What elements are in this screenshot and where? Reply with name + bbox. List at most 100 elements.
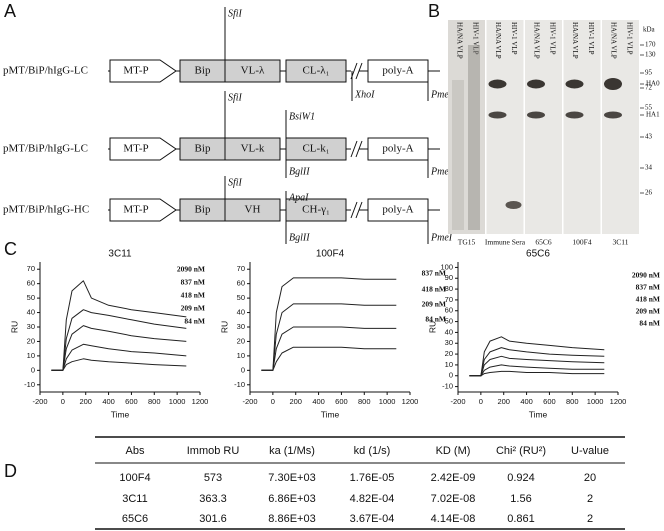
x-tick-label: 200 (79, 397, 92, 406)
chart-title: 100F4 (316, 249, 345, 260)
site-label: ApaI (288, 192, 309, 203)
lane-label: HA/NA VLP (494, 22, 502, 59)
table-cell: 100F4 (119, 472, 150, 484)
legend-label: 84 nM (425, 315, 446, 324)
y-tick-label: 20 (237, 336, 245, 345)
table-cell: 1.76E-05 (350, 472, 395, 484)
sensorgram (51, 280, 187, 371)
band-label: HA1 (646, 111, 660, 119)
y-tick-label: 70 (237, 264, 245, 273)
lane-label: HA/NA VLP (609, 22, 617, 59)
x-tick-label: 1200 (402, 397, 419, 406)
y-tick-label: 60 (237, 279, 245, 288)
gene-label: VL-λ (241, 65, 265, 77)
y-tick-label: 70 (445, 295, 453, 304)
band (488, 79, 507, 89)
table-cell: 6.86E+03 (268, 493, 315, 505)
blot-panel (525, 20, 562, 234)
panel-label: C (4, 239, 17, 259)
y-tick-label: 50 (445, 317, 453, 326)
break-mark (355, 140, 363, 158)
x-tick-label: 600 (335, 397, 348, 406)
blot-label: 65C6 (535, 238, 552, 247)
blot-label: TG15 (458, 238, 476, 247)
x-tick-label: 800 (566, 397, 579, 406)
y-tick-label: 0 (31, 365, 35, 374)
blot-panel (448, 20, 485, 234)
x-tick-label: 1000 (379, 397, 396, 406)
gene-label: CL-λ₁ (303, 65, 330, 77)
gene-box (224, 198, 281, 222)
table-cell: 3.67E-04 (350, 513, 395, 525)
promoter-arrow (109, 137, 177, 161)
y-axis-label: RU (9, 321, 19, 333)
gene-label: CH-γ₁ (302, 204, 330, 216)
y-tick-label: 50 (27, 293, 35, 302)
gene-label: VL-k (241, 143, 265, 155)
y-tick-label: 90 (445, 273, 453, 282)
y-tick-label: 60 (445, 306, 453, 315)
site-label: PmeI (430, 166, 453, 177)
band (604, 78, 622, 90)
band (565, 111, 584, 119)
y-tick-label: 20 (27, 336, 35, 345)
site-label: BglII (289, 166, 310, 177)
y-tick-label: 80 (445, 284, 453, 293)
sensorgram (261, 303, 397, 371)
panel-label: A (4, 1, 16, 21)
site-label: SfiI (228, 92, 243, 103)
legend-label: 418 nM (636, 295, 660, 304)
band-label: HA0 (646, 80, 660, 88)
y-tick-label: 30 (27, 322, 35, 331)
chart-title: 3C11 (108, 249, 132, 260)
table-cell: 7.02E-08 (431, 493, 476, 505)
x-axis-label: Time (529, 409, 548, 419)
x-tick-label: 600 (125, 397, 138, 406)
x-tick-label: -200 (450, 397, 465, 406)
legend-label: 2090 nM (632, 271, 660, 280)
construct-name: pMT/BiP/hIgG-HC (3, 204, 89, 216)
x-axis-label: Time (111, 409, 130, 419)
y-tick-label: 40 (445, 327, 453, 336)
band (527, 111, 545, 119)
band (505, 201, 522, 209)
x-tick-label: 0 (479, 397, 483, 406)
sensorgram (469, 347, 605, 377)
table-cell: 573 (204, 472, 222, 484)
blot-label: Immune Sera (485, 238, 526, 247)
x-tick-label: 400 (312, 397, 325, 406)
band (565, 79, 584, 89)
sensorgram (51, 343, 187, 371)
sensorgram (469, 336, 605, 377)
table-header: ka (1/Ms) (269, 445, 315, 457)
promoter-label: MT-P (123, 143, 148, 155)
x-tick-label: 0 (271, 397, 275, 406)
lane-label: HIV-1 VLP (471, 22, 479, 55)
x-tick-label: 0 (61, 397, 65, 406)
break-gap (351, 68, 359, 74)
table-cell: 1.56 (510, 493, 531, 505)
unit-label: kDa (643, 26, 656, 34)
sensorgram (261, 346, 397, 371)
table-cell: 2.42E-09 (431, 472, 476, 484)
table-cell: 7.30E+03 (268, 472, 315, 484)
legend-label: 84 nM (639, 319, 660, 328)
y-tick-label: -10 (442, 382, 453, 391)
chart-title: 65C6 (526, 249, 550, 260)
blot-label: 3C11 (613, 238, 629, 247)
x-axis-label: Time (321, 409, 340, 419)
promoter-arrow (109, 198, 177, 222)
site-label: BglII (289, 232, 310, 243)
sensorgram (469, 370, 605, 377)
legend-label: 2090 nM (177, 265, 205, 274)
y-tick-label: 100 (440, 262, 453, 271)
table-cell: 2 (587, 493, 593, 505)
table-header: U-value (571, 445, 609, 457)
table-cell: 0.861 (507, 513, 535, 525)
gene-box (224, 137, 281, 161)
gene-label: Bip (195, 143, 211, 155)
site-label: PmeI (430, 89, 453, 100)
sensorgram (261, 277, 397, 371)
x-tick-label: 400 (520, 397, 533, 406)
